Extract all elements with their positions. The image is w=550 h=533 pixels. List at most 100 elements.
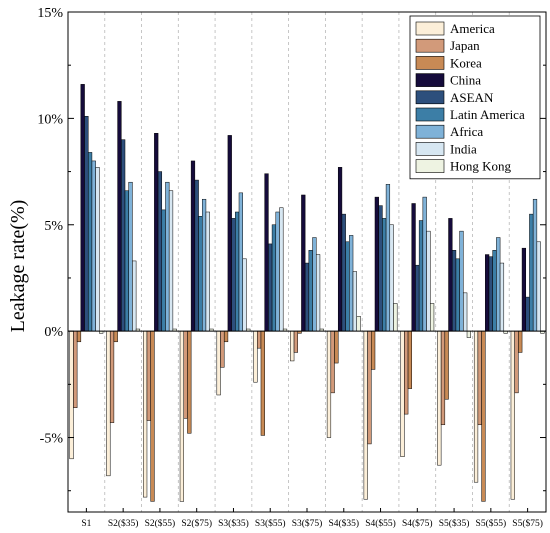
bar	[430, 303, 435, 332]
bar	[231, 218, 236, 332]
axis-layer: -5% 0% 5% 10% 15% S1 S2($35) S2($55) S2($75) S3($…	[37, 6, 547, 529]
x-tick-label: S5($55)	[476, 518, 507, 529]
bar	[529, 213, 534, 332]
bar	[349, 235, 354, 332]
bar	[337, 167, 343, 332]
bar	[275, 211, 280, 332]
bar	[477, 330, 482, 426]
legend-swatch	[415, 107, 445, 122]
bar	[326, 330, 332, 438]
bar	[268, 243, 273, 332]
bar	[363, 330, 368, 500]
bar	[238, 192, 243, 332]
bar	[341, 213, 346, 332]
legend-swatch	[415, 90, 445, 105]
x-tick-label: S3($35)	[218, 518, 249, 529]
bar	[374, 196, 379, 332]
bar	[190, 160, 196, 332]
y-tick-label: -5%	[40, 432, 64, 447]
bar	[466, 330, 471, 338]
bar	[492, 250, 497, 332]
bar	[426, 230, 431, 332]
legend-swatch	[415, 56, 445, 70]
bar	[404, 330, 409, 415]
bar	[463, 292, 468, 332]
bar	[473, 330, 479, 483]
bar	[260, 330, 265, 436]
bar	[146, 330, 151, 421]
bar	[459, 230, 464, 332]
bar	[227, 135, 232, 332]
bar	[91, 160, 96, 332]
bar	[168, 190, 174, 332]
legend-label: India	[450, 141, 477, 156]
bar	[312, 237, 317, 332]
bar	[121, 139, 126, 332]
bar	[308, 250, 313, 332]
bar	[69, 330, 74, 460]
x-tick-label: S3($55)	[255, 518, 286, 529]
bar	[257, 330, 262, 349]
bar	[352, 271, 357, 332]
bar	[488, 256, 493, 332]
x-tick-label: S4($55)	[365, 518, 396, 529]
bar	[485, 254, 490, 332]
legend-swatch	[415, 73, 445, 87]
bar	[154, 133, 159, 332]
bar	[124, 190, 129, 332]
legend-label: Hong Kong	[450, 159, 512, 174]
bar	[389, 224, 394, 332]
bar	[440, 330, 446, 426]
bar	[422, 196, 427, 332]
y-axis-title: Leakage rate(%)	[7, 200, 29, 333]
bar	[201, 198, 207, 332]
y-tick-label: 5%	[44, 219, 63, 234]
bar	[205, 211, 210, 332]
bar	[106, 330, 111, 477]
bar	[161, 209, 166, 332]
legend-label: Korea	[450, 55, 482, 70]
bar	[521, 247, 527, 332]
bar	[216, 330, 221, 396]
legend-swatch	[415, 21, 445, 36]
bar	[415, 264, 420, 332]
bar	[345, 241, 350, 332]
bar	[113, 330, 118, 343]
x-tick-label: S2($35)	[108, 518, 139, 529]
bar	[264, 173, 269, 332]
grid-layer	[104, 12, 510, 512]
bar	[385, 184, 391, 332]
bar	[371, 330, 376, 370]
bar	[95, 167, 100, 332]
x-tick-label: S1	[81, 519, 91, 529]
bar	[334, 330, 339, 364]
y-tick-label: 10%	[37, 112, 63, 127]
bar	[187, 330, 192, 434]
bar	[253, 330, 258, 383]
bar	[279, 207, 284, 332]
bar	[418, 220, 424, 332]
legend-label: Latin America	[450, 107, 525, 122]
bar	[382, 218, 387, 332]
x-tick-label: S2($75)	[181, 518, 212, 529]
bar	[367, 330, 372, 445]
bar	[444, 330, 449, 400]
bar	[316, 254, 321, 332]
legend-swatch	[415, 124, 445, 139]
legend-label: America	[450, 21, 495, 36]
legend: America Japan Korea China ASEAN Latin America…	[409, 15, 541, 180]
bar	[179, 330, 184, 502]
bar	[132, 260, 137, 332]
bar	[198, 216, 203, 332]
bar	[304, 262, 310, 332]
bar	[400, 330, 405, 457]
bar	[536, 241, 541, 332]
bar	[301, 194, 306, 332]
x-tick-label: S2($55)	[145, 518, 176, 529]
bar	[378, 205, 383, 332]
bar	[235, 211, 240, 332]
bar	[76, 330, 82, 343]
x-tick-label: S4($75)	[402, 518, 433, 529]
